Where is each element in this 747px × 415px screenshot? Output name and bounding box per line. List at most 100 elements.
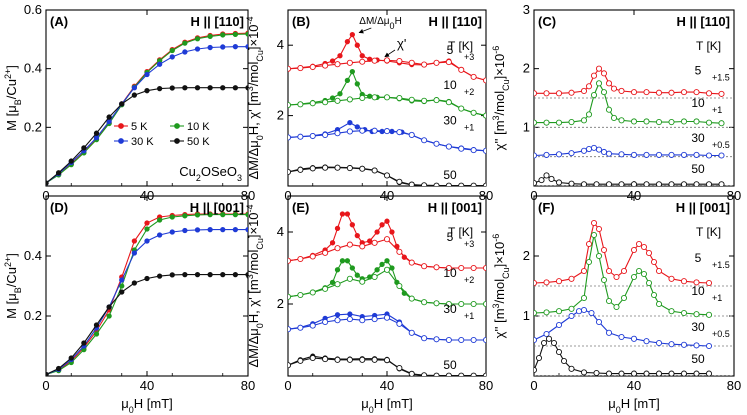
y-tick-label: 4	[277, 224, 284, 239]
temp-label-50k: 50	[443, 168, 457, 182]
y-tick-label: 3	[523, 2, 530, 17]
data-point-c	[543, 172, 550, 179]
data-point-e	[349, 222, 355, 228]
series-group-e	[288, 211, 486, 376]
data-point-b	[346, 96, 353, 103]
data-point-f	[640, 270, 648, 278]
data-point-f	[640, 243, 648, 251]
data-point-c	[643, 118, 650, 125]
data-point-d	[156, 217, 163, 223]
data-point-e	[421, 335, 428, 342]
data-point-b	[297, 65, 304, 72]
data-point-a	[68, 158, 74, 164]
data-point-f	[568, 305, 575, 312]
data-point-a	[220, 85, 226, 91]
data-point-e	[329, 240, 336, 246]
data-point-c	[680, 181, 688, 186]
data-point-c	[593, 181, 600, 186]
data-point-e	[334, 312, 341, 318]
data-point-e	[288, 362, 292, 369]
data-point-a	[232, 31, 239, 37]
data-point-f	[643, 338, 650, 345]
field-orientation-label-d: H || [001]	[190, 200, 244, 215]
data-point-d	[106, 304, 112, 310]
y-tick-label: 0.6	[24, 2, 42, 17]
data-point-c	[718, 152, 725, 159]
data-point-f	[580, 267, 588, 275]
data-point-a	[194, 85, 201, 91]
data-point-e	[389, 265, 395, 271]
data-point-d	[144, 275, 150, 282]
panel-label-b: (B)	[292, 14, 310, 29]
annotation-arrow-chi	[384, 49, 396, 58]
data-point-b	[349, 68, 355, 75]
data-point-e	[458, 264, 465, 272]
panel-label-d: (D)	[50, 200, 68, 215]
series-line-f-1	[534, 234, 710, 316]
data-point-c	[668, 119, 675, 126]
data-point-f	[580, 369, 588, 376]
offset-label-30k: +1	[464, 122, 474, 132]
data-point-c	[705, 119, 713, 126]
data-point-b	[329, 95, 336, 101]
series-group-c	[534, 65, 734, 186]
data-point-f	[668, 341, 675, 348]
data-point-b	[309, 100, 316, 107]
data-point-c	[555, 119, 563, 126]
data-point-e	[354, 272, 360, 278]
data-point-f	[635, 240, 643, 248]
data-point-e	[371, 273, 378, 281]
data-point-a	[194, 46, 201, 52]
data-point-c	[600, 89, 608, 96]
data-point-e	[401, 254, 407, 260]
x-tick-label: 40	[380, 378, 394, 393]
data-point-b	[421, 182, 428, 186]
data-point-b	[371, 127, 378, 134]
series-line-f-0	[534, 221, 710, 284]
data-point-e	[384, 218, 390, 224]
data-point-f	[693, 342, 700, 349]
temp-header-e: T [K]	[448, 225, 473, 239]
data-point-d	[144, 226, 150, 232]
data-point-e	[458, 372, 465, 376]
data-point-f	[650, 258, 658, 266]
data-point-d	[207, 226, 213, 233]
data-point-b	[445, 182, 452, 186]
data-point-f	[605, 329, 613, 336]
data-point-f	[613, 303, 620, 311]
temp-header-b: T [K]	[448, 39, 473, 53]
annotation-dm: ΔM/Δμ0H	[359, 16, 402, 31]
data-point-e	[371, 356, 378, 363]
data-point-e	[339, 211, 346, 217]
data-point-e	[379, 261, 385, 268]
data-point-c	[595, 80, 603, 87]
data-point-f	[705, 279, 713, 287]
data-point-b	[433, 97, 440, 104]
series-line-a-1	[46, 33, 248, 184]
data-point-a	[144, 88, 150, 94]
data-point-e	[359, 278, 366, 285]
data-point-f	[590, 219, 598, 227]
data-point-a	[169, 47, 175, 54]
data-point-d	[232, 226, 239, 233]
data-point-c	[534, 90, 538, 97]
data-point-c	[568, 150, 575, 157]
data-point-e	[433, 300, 440, 307]
data-point-d	[245, 271, 248, 278]
temp-label-10k: 10	[443, 78, 457, 92]
data-point-c	[693, 151, 700, 158]
panel-f: 0 40 80 1 2 (F) H || [001] χ'' [m3/molCu]×10-6 T…	[491, 195, 741, 393]
data-point-e	[445, 300, 452, 308]
data-point-e	[346, 241, 353, 248]
data-point-c	[568, 119, 575, 126]
data-point-d	[131, 238, 138, 244]
data-point-e	[349, 265, 355, 271]
data-point-c	[718, 181, 725, 186]
series-group-b	[288, 31, 486, 186]
data-point-a	[232, 44, 239, 50]
data-point-b	[337, 53, 343, 59]
data-point-f	[543, 330, 550, 338]
data-point-b	[322, 99, 329, 106]
data-point-f	[543, 309, 550, 316]
